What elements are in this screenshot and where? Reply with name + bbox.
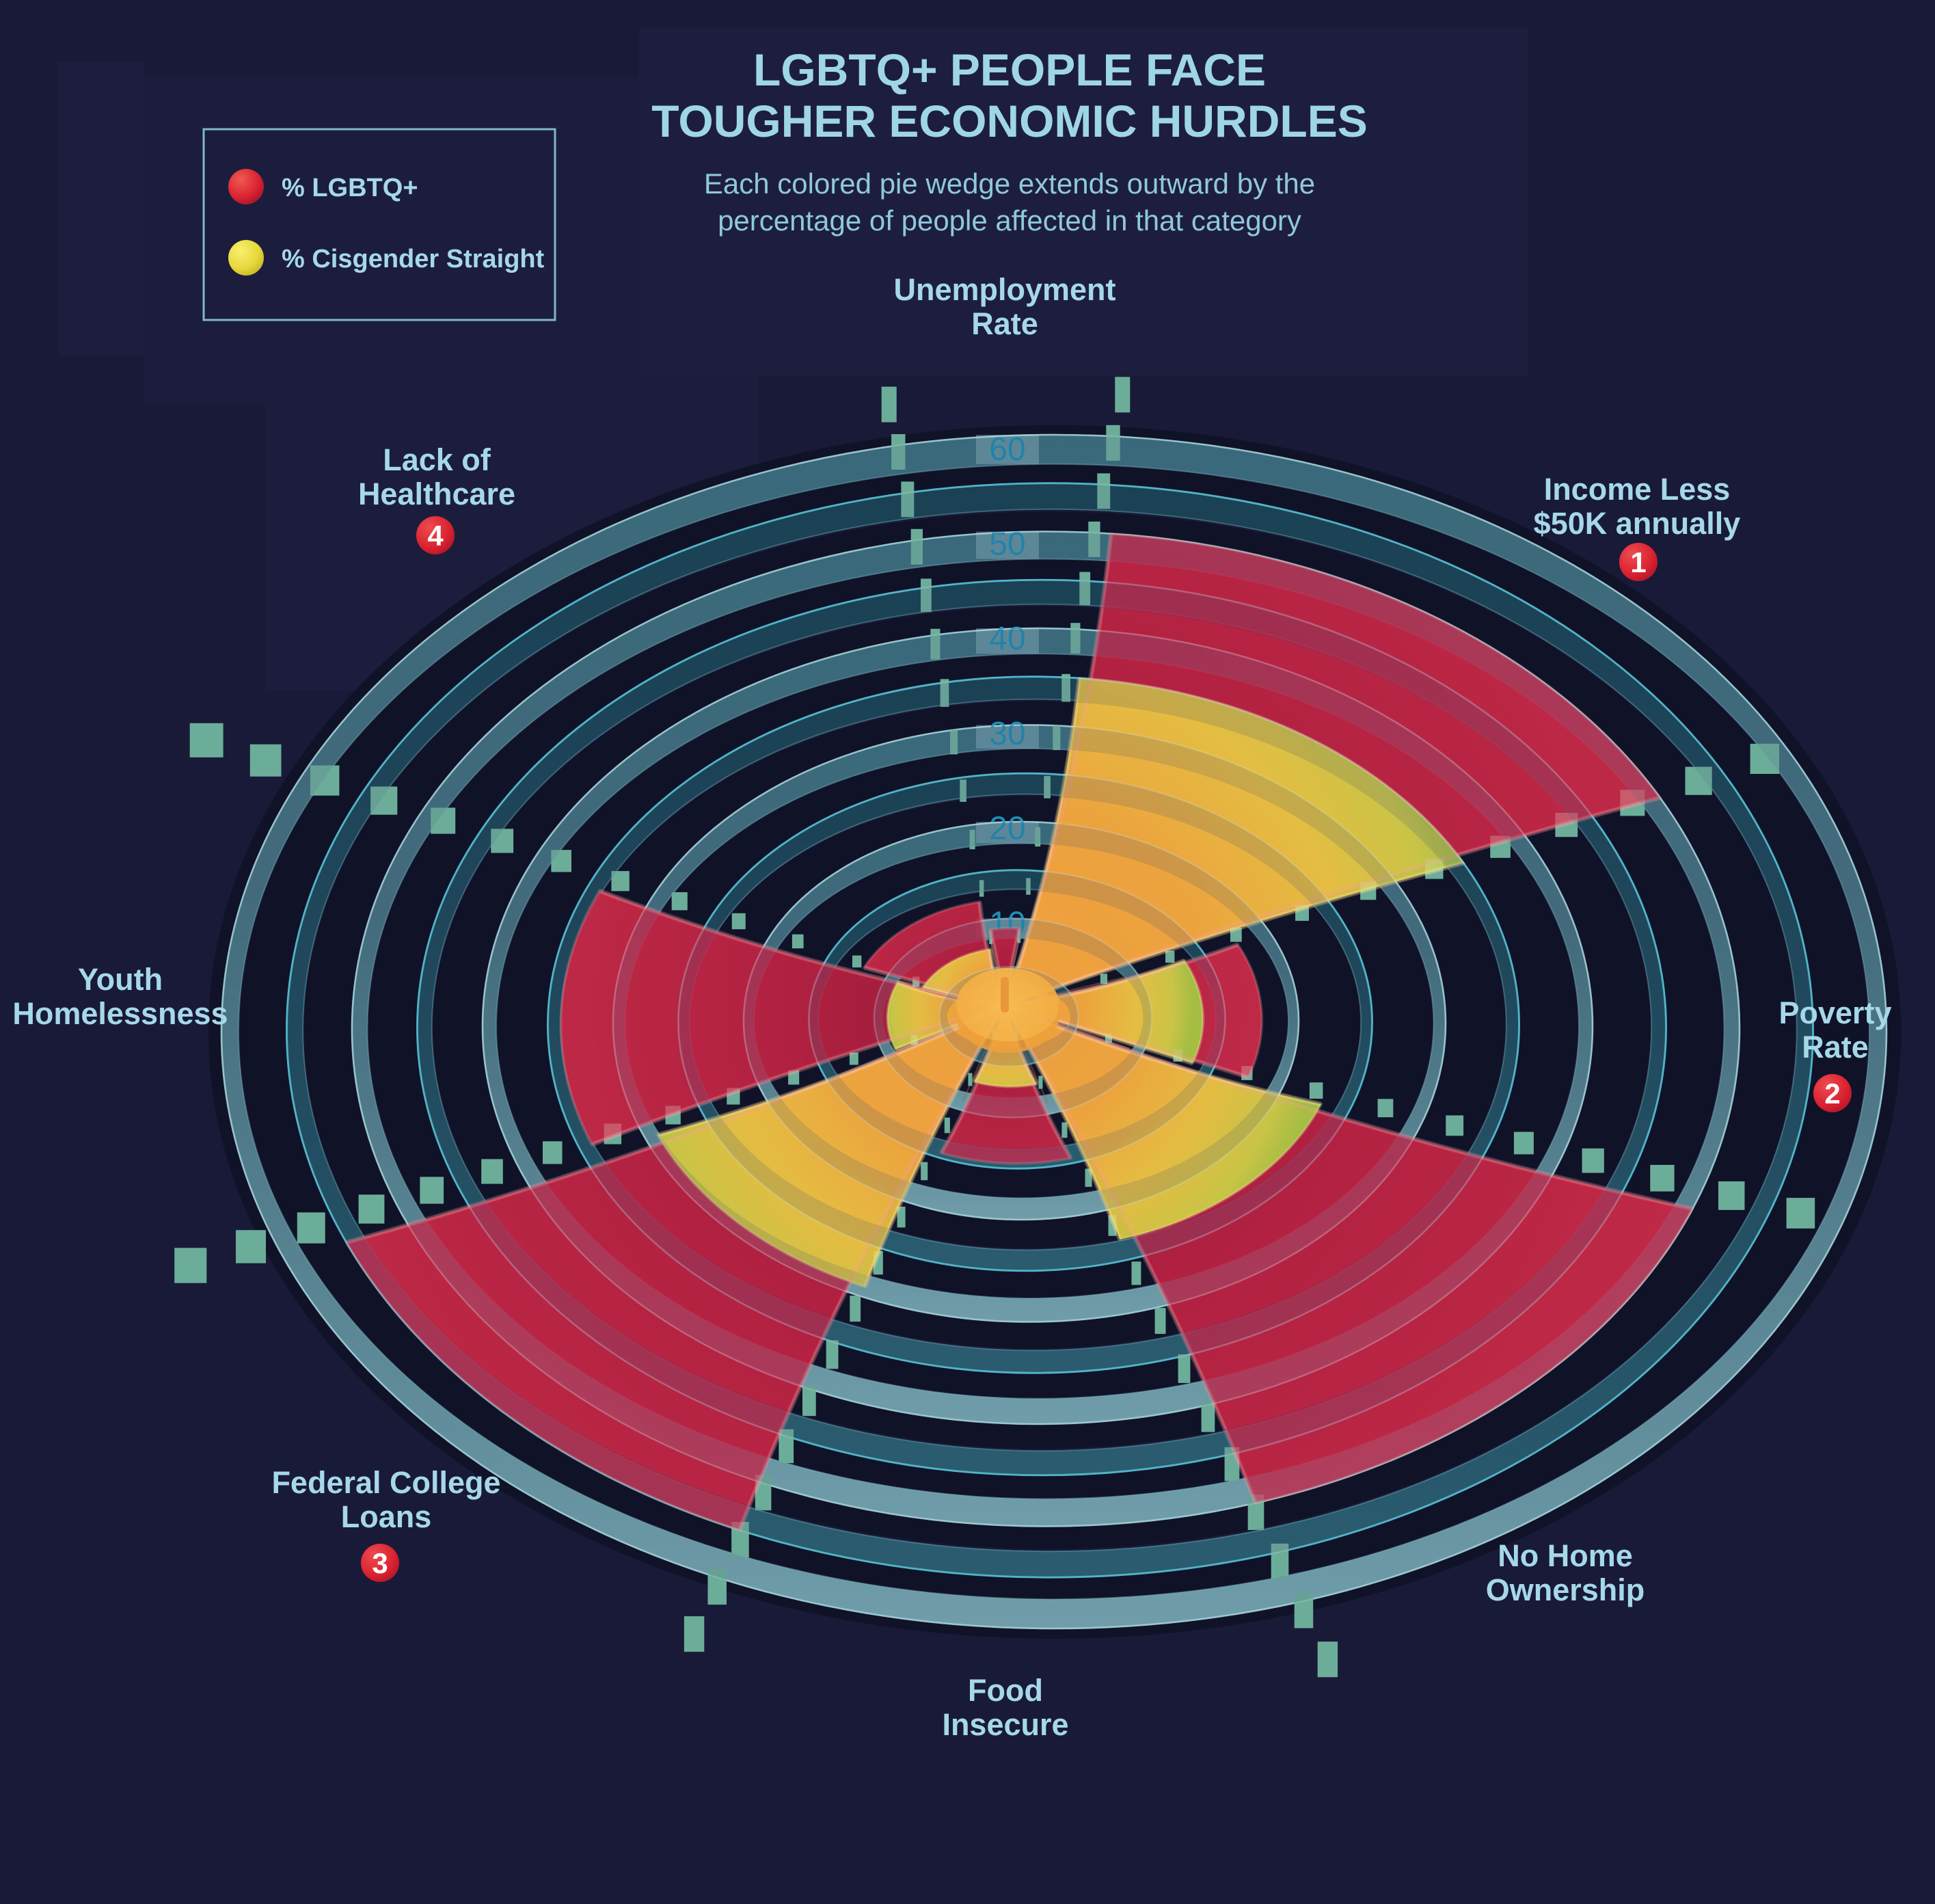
svg-text:Lack of: Lack of	[383, 442, 491, 477]
svg-text:Food: Food	[968, 1673, 1043, 1708]
svg-text:Youth: Youth	[78, 962, 163, 997]
svg-text:3: 3	[372, 1547, 388, 1579]
svg-text:2: 2	[1824, 1077, 1840, 1110]
svg-text:30: 30	[989, 716, 1025, 752]
svg-text:Federal College: Federal College	[271, 1465, 500, 1500]
svg-text:$50K annually: $50K annually	[1534, 506, 1741, 541]
svg-text:20: 20	[989, 811, 1025, 847]
svg-text:TOUGHER ECONOMIC HURDLES: TOUGHER ECONOMIC HURDLES	[651, 96, 1368, 146]
svg-text:% LGBTQ+: % LGBTQ+	[282, 174, 418, 202]
svg-text:Income Less: Income Less	[1544, 472, 1731, 507]
svg-text:40: 40	[989, 621, 1025, 657]
svg-text:LGBTQ+ PEOPLE FACE: LGBTQ+ PEOPLE FACE	[753, 44, 1266, 95]
svg-text:50: 50	[989, 526, 1025, 563]
svg-text:Homelessness: Homelessness	[12, 996, 228, 1031]
svg-text:percentage of people affected: percentage of people affected in that ca…	[718, 204, 1301, 237]
svg-text:Rate: Rate	[1802, 1030, 1869, 1064]
svg-text:1: 1	[1630, 546, 1646, 578]
svg-text:Insecure: Insecure	[942, 1707, 1068, 1742]
svg-text:60: 60	[989, 431, 1025, 468]
svg-text:Poverty: Poverty	[1778, 995, 1891, 1030]
svg-text:% Cisgender Straight: % Cisgender Straight	[282, 245, 545, 273]
svg-text:Each colored pie wedge extends: Each colored pie wedge extends outward b…	[704, 167, 1315, 200]
svg-text:No Home: No Home	[1498, 1538, 1633, 1573]
svg-text:Ownership: Ownership	[1486, 1572, 1645, 1607]
svg-text:4: 4	[427, 520, 444, 552]
svg-text:Loans: Loans	[341, 1499, 432, 1534]
svg-text:Rate: Rate	[971, 306, 1038, 341]
svg-text:Healthcare: Healthcare	[358, 477, 515, 511]
svg-text:Unemployment: Unemployment	[893, 272, 1115, 307]
